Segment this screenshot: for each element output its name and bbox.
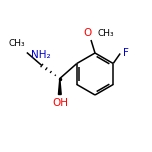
Text: NH₂: NH₂ <box>31 50 51 59</box>
Text: OH: OH <box>53 98 69 109</box>
Polygon shape <box>58 78 61 95</box>
Text: CH₃: CH₃ <box>98 29 115 38</box>
Text: F: F <box>123 47 129 57</box>
Text: CH₃: CH₃ <box>8 40 25 48</box>
Text: O: O <box>84 28 92 38</box>
